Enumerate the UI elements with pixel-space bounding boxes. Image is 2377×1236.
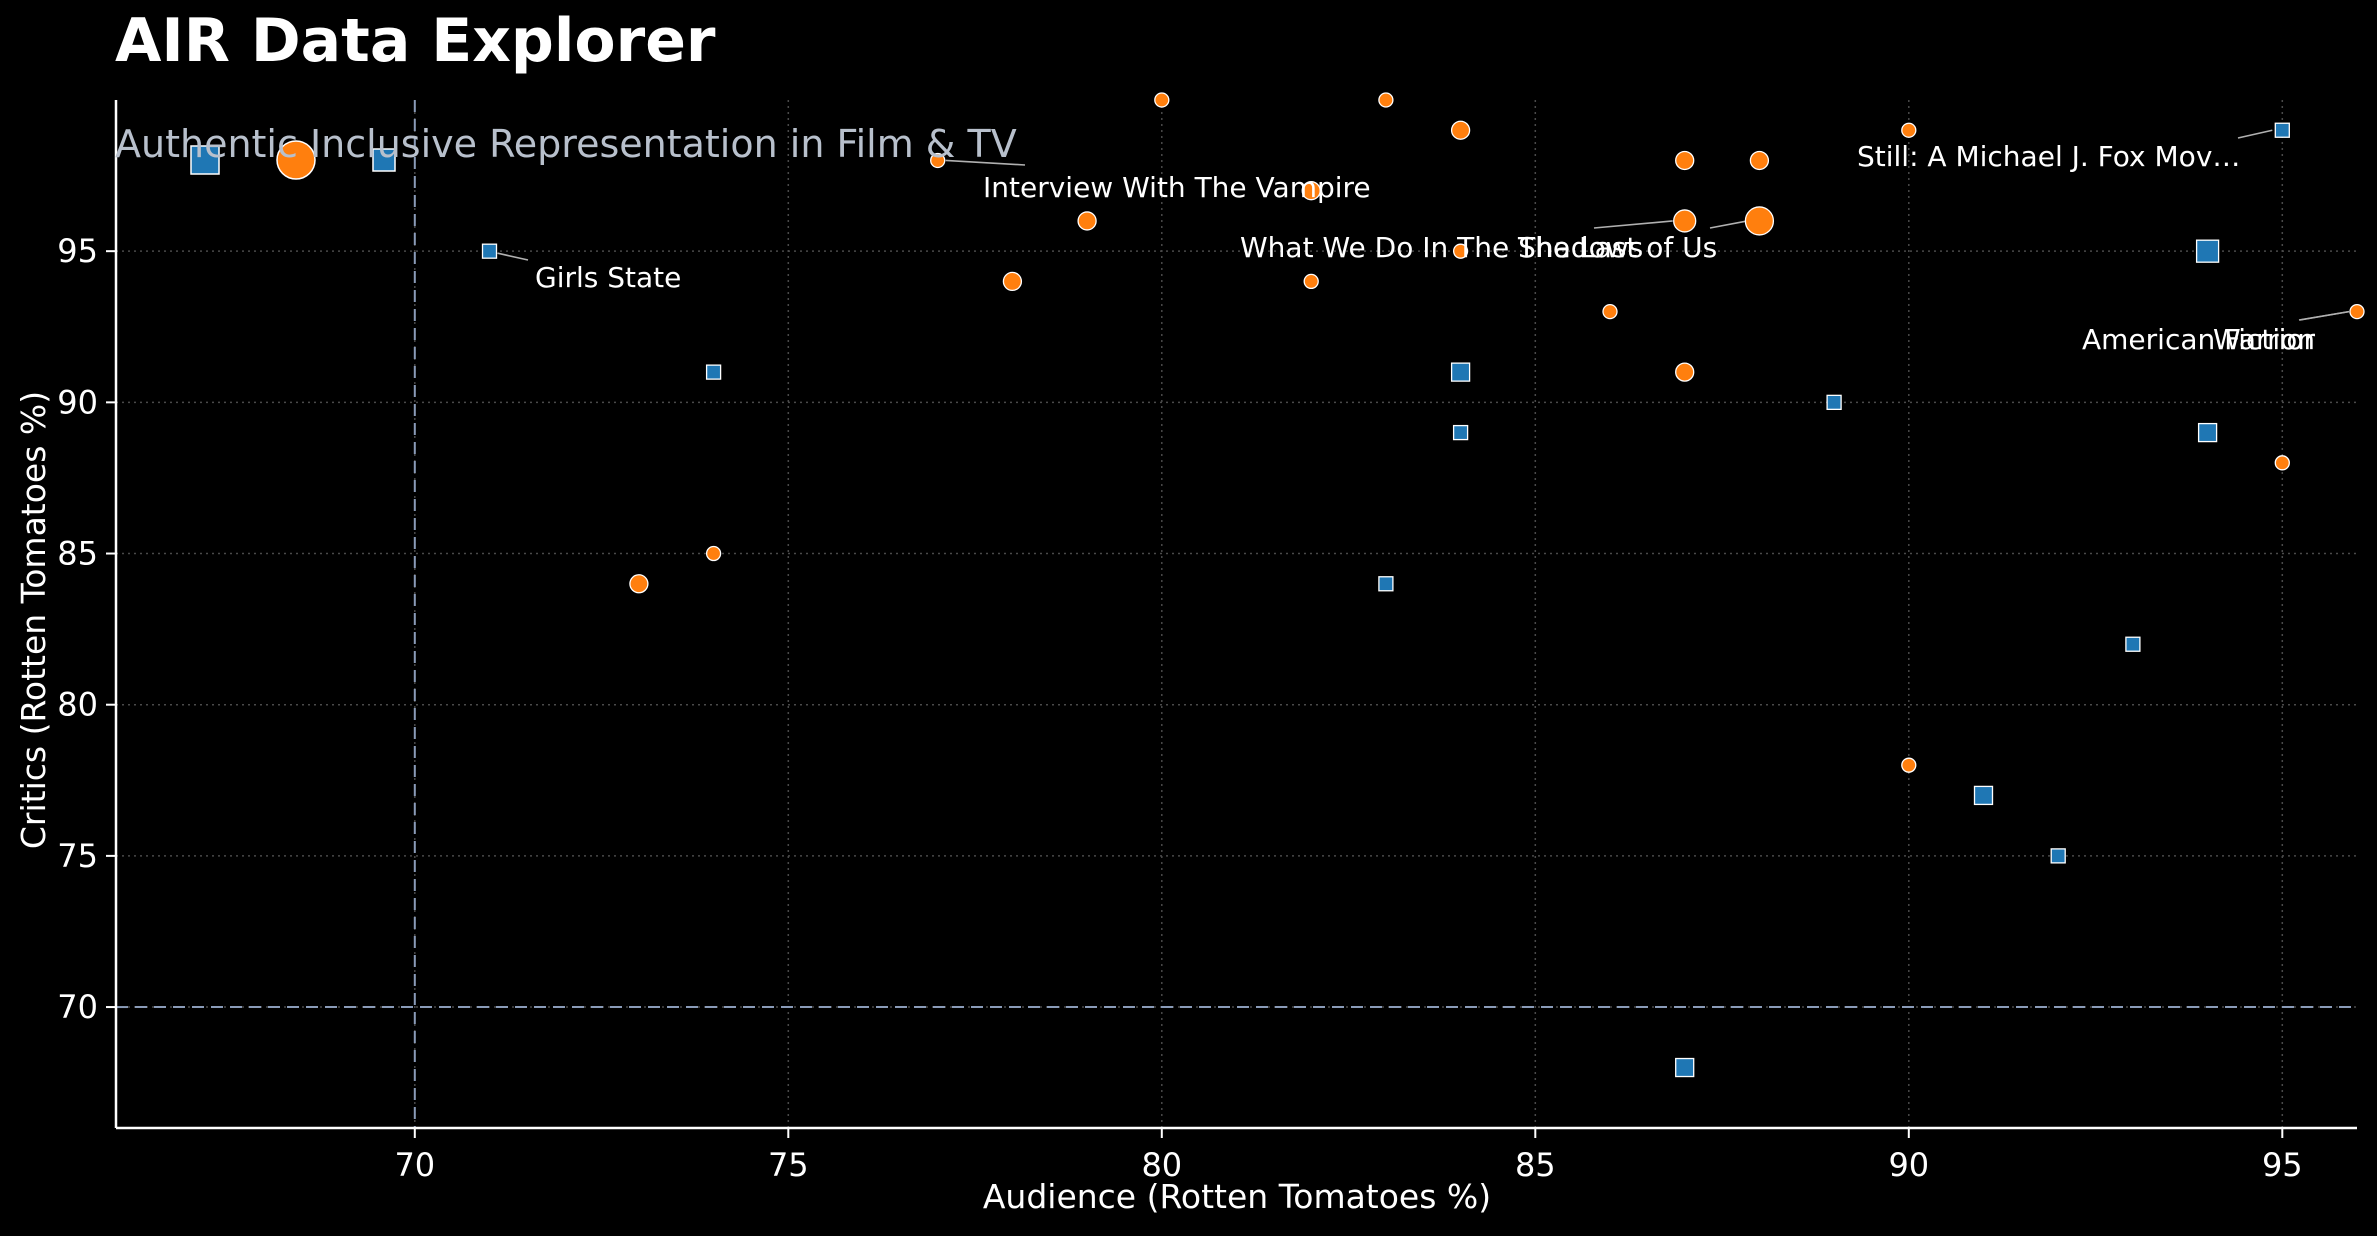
y-tick-label: 75 — [57, 837, 98, 875]
annotation-leader — [1593, 220, 1673, 229]
annotation-label: Interview With The Vampire — [983, 171, 1371, 204]
data-point-circle — [1675, 362, 1695, 382]
y-tick-label: 95 — [57, 232, 98, 270]
page-subtitle: Authentic Inclusive Representation in Fi… — [115, 122, 1017, 166]
reference-lines — [116, 100, 2357, 1128]
annotation-label: Girls State — [535, 261, 681, 294]
y-tick-label: 85 — [57, 535, 98, 573]
annotation-leader — [945, 159, 1026, 166]
legend — [190, 140, 396, 180]
data-point-circle — [930, 152, 946, 169]
data-point-circle — [1378, 92, 1394, 108]
annotation-leader — [2298, 310, 2350, 321]
x-tick-label: 85 — [1515, 1146, 1556, 1184]
data-point-circle — [1303, 273, 1319, 290]
data-point-circle — [1901, 122, 1917, 138]
x-axis-label: Audience (Rotten Tomatoes %) — [983, 1177, 1491, 1216]
annotations: Girls State Still: A Michael J. Fox Mov… I… — [535, 140, 2315, 356]
y-tick-label: 70 — [57, 988, 98, 1026]
data-point-circle — [1675, 150, 1695, 171]
y-tick-label: 80 — [57, 686, 98, 724]
data-point-square — [705, 364, 722, 380]
legend-marker-square — [190, 145, 220, 175]
data-point-circle — [2274, 455, 2290, 471]
y-tick-label: 90 — [57, 383, 98, 421]
data-point-circle — [1602, 303, 1618, 320]
data-point-circle — [1077, 211, 1097, 231]
data-point-circle — [1450, 120, 1471, 140]
data-point-square — [1378, 576, 1394, 592]
data-point-circle — [1002, 271, 1023, 292]
grid-layer — [116, 100, 2357, 1128]
data-point-square — [1450, 362, 1471, 382]
annotation-leaders — [497, 129, 2350, 321]
data-point-square — [2195, 239, 2220, 263]
annotation-leader — [2237, 129, 2273, 139]
data-point-circle — [1154, 92, 1170, 108]
data-point-circle — [1301, 181, 1321, 201]
annotation-leader — [1709, 220, 1748, 229]
data-point-circle — [2349, 303, 2365, 320]
annotation-label: Warrior — [2213, 323, 2315, 356]
data-point-circle — [1749, 150, 1770, 171]
data-point-square — [2050, 848, 2066, 864]
data-point-circle — [1901, 757, 1917, 773]
annotation-label: The Last of Us — [1517, 231, 1717, 264]
annotation-label: Still: A Michael J. Fox Mov… — [1857, 140, 2240, 173]
x-tick-label: 95 — [2262, 1146, 2303, 1184]
data-point-square — [1826, 394, 1842, 411]
y-axis-label: Critics (Rotten Tomatoes %) — [14, 391, 53, 849]
data-point-circle — [1744, 206, 1775, 236]
annotation-label: American Fiction — [2082, 323, 2315, 356]
data-points — [481, 92, 2365, 1078]
x-tick-label: 70 — [394, 1146, 435, 1184]
data-point-square — [2197, 422, 2218, 443]
data-point-square — [1973, 785, 1994, 806]
data-point-square — [2125, 636, 2141, 652]
x-tick-label: 80 — [1141, 1146, 1182, 1184]
data-point-square — [1675, 1057, 1695, 1078]
legend-marker-square — [372, 148, 396, 172]
axes: 70 75 80 85 90 95 70 75 80 85 90 95 — [57, 100, 2357, 1184]
legend-marker-circle — [276, 140, 316, 180]
x-tick-label: 75 — [768, 1146, 809, 1184]
data-point-square — [1452, 424, 1469, 441]
data-point-circle — [629, 574, 649, 594]
annotation-label: What We Do In The Shadows — [1240, 231, 1643, 264]
x-tick-label: 90 — [1888, 1146, 1929, 1184]
data-point-square — [2274, 122, 2290, 138]
data-point-circle — [705, 545, 722, 562]
data-point-circle — [1673, 209, 1697, 233]
annotation-leader — [497, 252, 529, 261]
page-title: AIR Data Explorer — [115, 6, 716, 76]
data-point-square — [481, 243, 498, 259]
data-point-circle — [1452, 243, 1469, 259]
